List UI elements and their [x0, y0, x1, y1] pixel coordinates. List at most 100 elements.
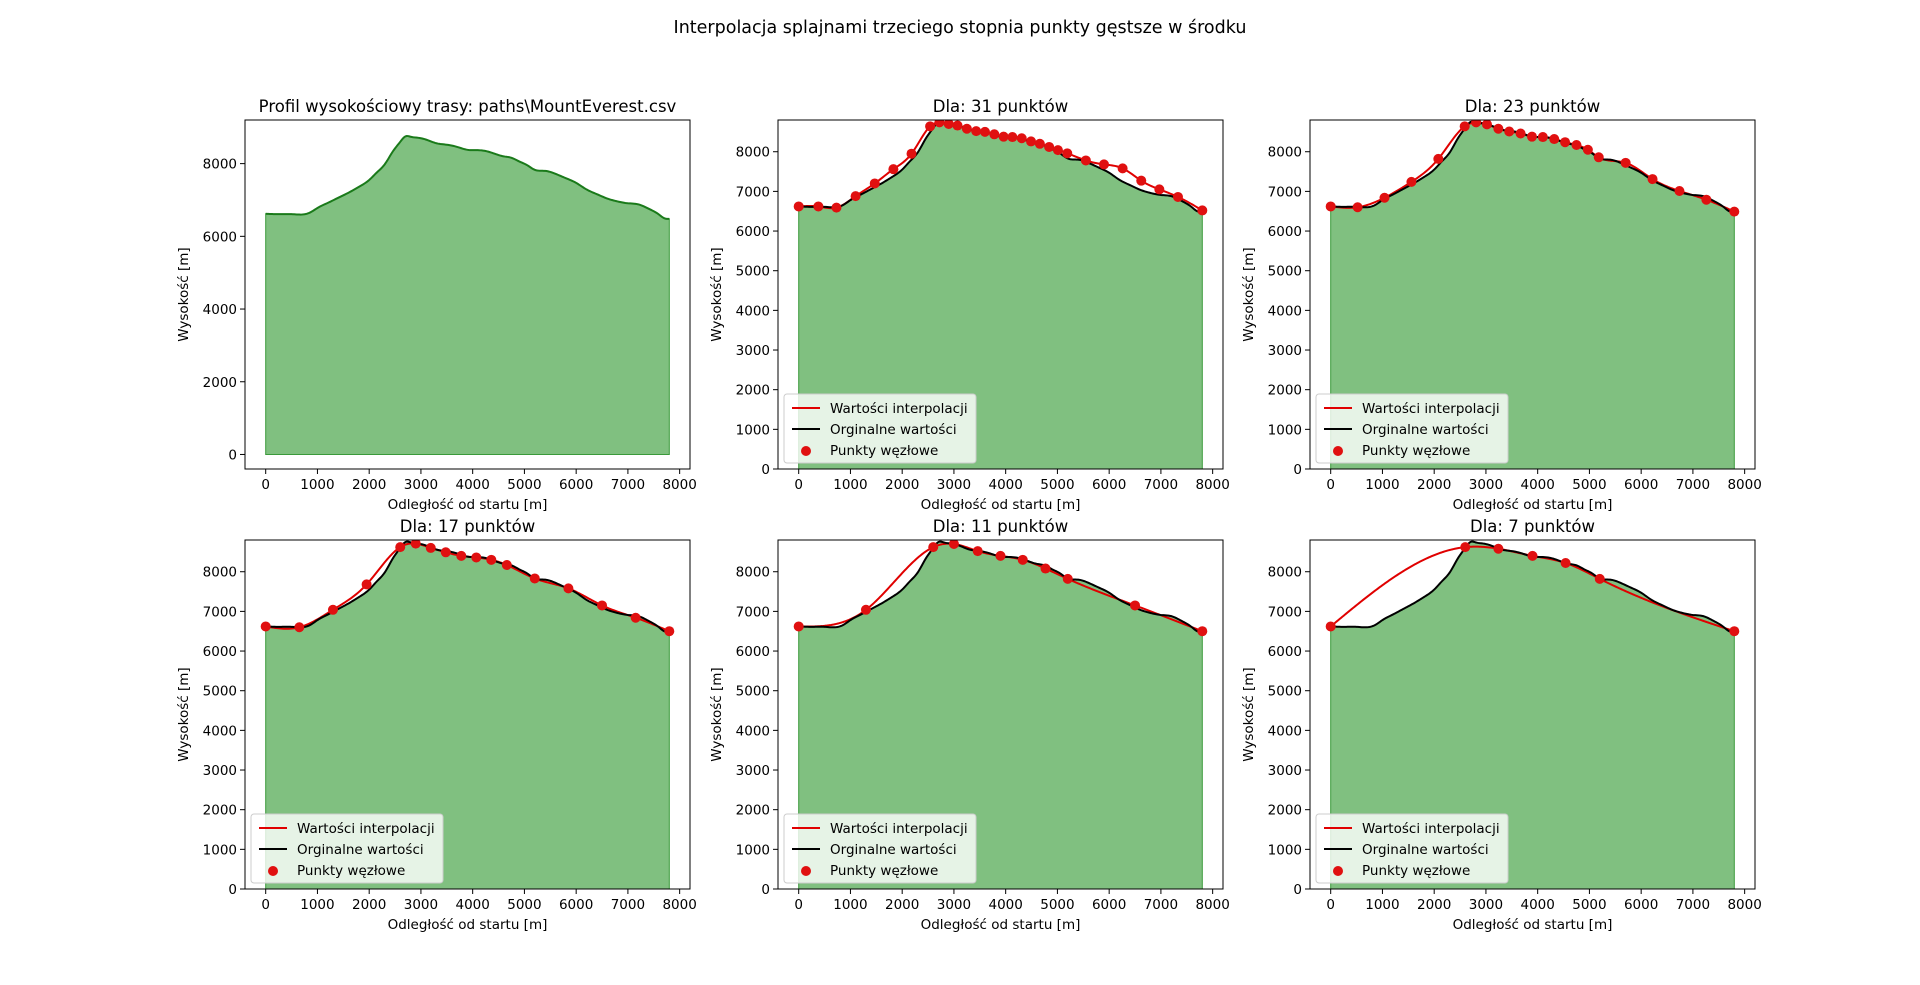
node-point: [1593, 152, 1604, 163]
node-point: [952, 120, 963, 131]
node-point: [1571, 139, 1582, 150]
node-point: [906, 148, 917, 159]
node-point: [294, 622, 305, 633]
x-tick-label: 2000: [885, 897, 919, 913]
y-tick-label: 7000: [203, 604, 237, 620]
y-tick-label: 8000: [1268, 565, 1302, 581]
node-point: [1062, 148, 1073, 159]
y-axis-label: Wysokość [m]: [709, 667, 725, 761]
node-point: [1098, 159, 1109, 170]
x-tick-label: 3000: [1469, 477, 1503, 493]
node-point: [1034, 138, 1045, 149]
node-point: [1325, 621, 1336, 632]
subplot-title: Dla: 7 punktów: [1470, 517, 1595, 536]
x-tick-label: 7000: [1144, 897, 1178, 913]
x-axis-label: Odległość od startu [m]: [388, 917, 548, 933]
y-tick-label: 3000: [203, 763, 237, 779]
legend-interp-label: Wartości interpolacji: [830, 821, 968, 837]
x-axis-label: Odległość od startu [m]: [1453, 917, 1613, 933]
plot-area: [793, 120, 1208, 469]
y-axis-label: Wysokość [m]: [176, 247, 192, 341]
node-point: [888, 164, 899, 175]
node-point: [1325, 201, 1336, 212]
legend-orig-label: Orginalne wartości: [1362, 422, 1489, 438]
subplot: 0 1000 2000 3000 4000 5000 6000 7000 8000 0 1000 20…: [1241, 517, 1762, 933]
legend: Wartości interpolacji Orginalne wartości P…: [783, 393, 977, 464]
node-point: [260, 621, 271, 632]
legend-interp-label: Wartości interpolacji: [1362, 821, 1500, 837]
y-tick-label: 2000: [736, 383, 770, 399]
x-tick-label: 0: [1326, 477, 1335, 493]
legend: Wartości interpolacji Orginalne wartości P…: [250, 813, 444, 884]
node-point: [1062, 573, 1073, 584]
x-tick-label: 1000: [1365, 477, 1399, 493]
y-tick-label: 1000: [736, 422, 770, 438]
node-point: [934, 120, 945, 128]
x-tick-label: 1000: [833, 897, 867, 913]
node-point: [860, 604, 871, 615]
y-tick-label: 7000: [736, 604, 770, 620]
node-point: [1493, 123, 1504, 134]
y-tick-label: 4000: [1268, 723, 1302, 739]
y-tick-label: 7000: [1268, 184, 1302, 200]
node-point: [1493, 543, 1504, 554]
x-tick-label: 5000: [507, 477, 541, 493]
node-point: [1379, 192, 1390, 203]
subplot: 0 1000 2000 3000 4000 5000 6000 7000 8000 0 1000 20…: [709, 97, 1230, 513]
node-point: [995, 550, 1006, 561]
y-tick-label: 4000: [203, 302, 237, 318]
x-tick-label: 6000: [559, 477, 593, 493]
x-tick-label: 7000: [1676, 897, 1710, 913]
node-point: [1154, 184, 1165, 195]
y-axis-label: Wysokość [m]: [709, 247, 725, 341]
x-tick-label: 0: [794, 477, 803, 493]
legend-nodes-swatch: [801, 866, 811, 876]
axes-frame: [244, 539, 691, 890]
node-point: [486, 554, 497, 565]
node-point: [1647, 174, 1658, 185]
x-tick-label: 5000: [1572, 477, 1606, 493]
y-tick-label: 8000: [203, 157, 237, 173]
node-point: [998, 131, 1009, 142]
node-point: [1017, 554, 1028, 565]
legend-orig-label: Orginalne wartości: [1362, 842, 1489, 858]
node-point: [1471, 120, 1482, 128]
node-point: [1352, 202, 1363, 213]
x-tick-label: 7000: [611, 897, 645, 913]
y-tick-label: 1000: [203, 842, 237, 858]
y-tick-label: 5000: [736, 264, 770, 280]
subplot-title: Profil wysokościowy trasy: paths\MountEv…: [259, 97, 677, 116]
node-point: [1582, 144, 1593, 155]
node-point: [1729, 206, 1740, 217]
x-tick-label: 3000: [1469, 897, 1503, 913]
subplot-title: Dla: 17 punktów: [400, 517, 535, 536]
node-point: [1197, 626, 1208, 637]
x-tick-label: 8000: [1195, 477, 1229, 493]
node-point: [850, 191, 861, 202]
subplot: 0 1000 2000 3000 4000 5000 6000 7000 8000 0 1000 20…: [1241, 97, 1762, 513]
node-point: [630, 612, 641, 623]
x-tick-label: 1000: [833, 477, 867, 493]
plot-area: [1325, 540, 1740, 889]
axes-frame: [244, 119, 691, 470]
y-tick-label: 1000: [736, 842, 770, 858]
legend-nodes-label: Punkty węzłowe: [830, 443, 938, 459]
y-tick-label: 7000: [736, 184, 770, 200]
y-tick-label: 0: [761, 462, 770, 478]
node-point: [1504, 126, 1515, 137]
x-tick-label: 8000: [1727, 897, 1761, 913]
node-point: [831, 202, 842, 213]
plot-area: [1325, 120, 1740, 469]
x-tick-label: 2000: [352, 897, 386, 913]
y-tick-label: 0: [228, 447, 237, 463]
node-point: [1537, 132, 1548, 143]
y-tick-label: 4000: [1268, 303, 1302, 319]
y-tick-label: 7000: [1268, 604, 1302, 620]
node-point: [395, 542, 406, 553]
node-point: [948, 540, 959, 549]
node-point: [471, 552, 482, 563]
node-point: [793, 621, 804, 632]
x-tick-label: 2000: [885, 477, 919, 493]
node-point: [1130, 600, 1141, 611]
